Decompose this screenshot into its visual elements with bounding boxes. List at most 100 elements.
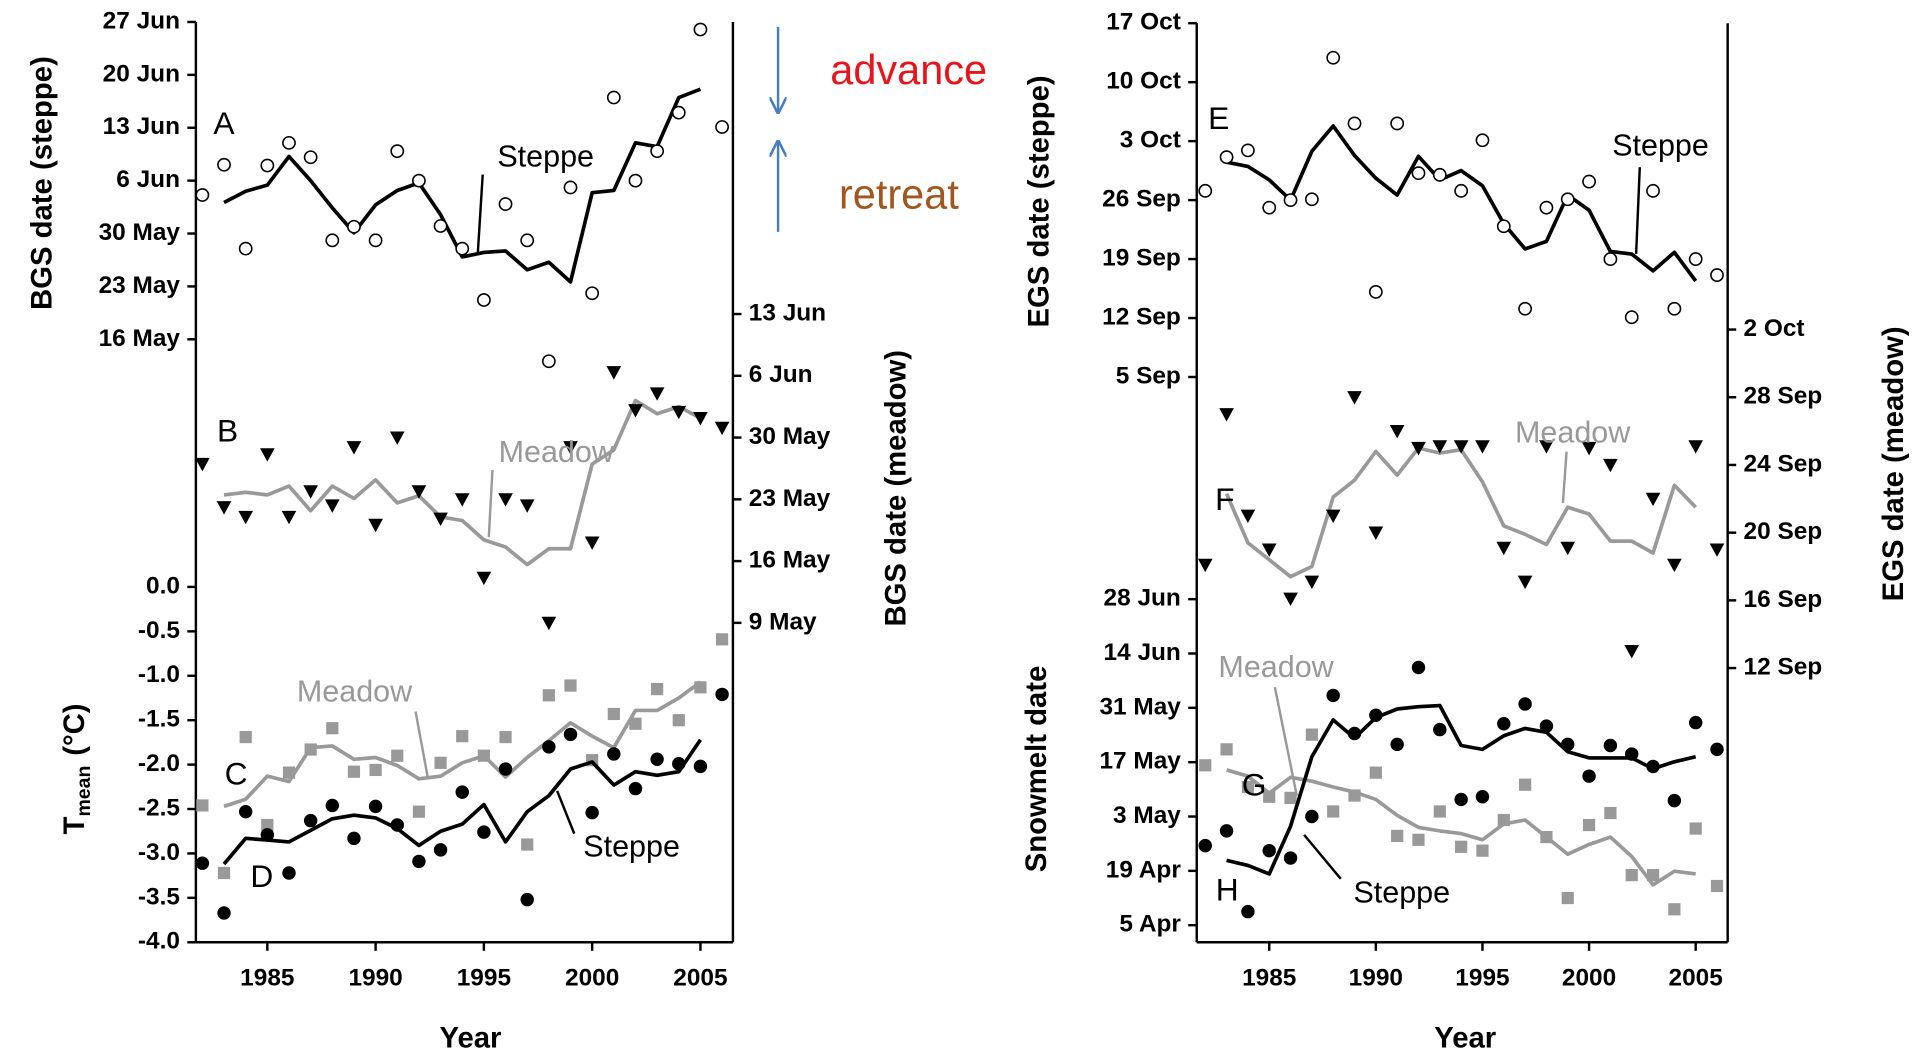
data-point <box>412 173 426 188</box>
series-line <box>1226 124 1698 283</box>
data-point <box>541 354 556 369</box>
data-point <box>325 233 340 248</box>
data-point <box>1261 543 1277 557</box>
data-point <box>715 687 729 702</box>
data-point <box>476 571 492 586</box>
data-point <box>195 856 210 870</box>
data-point <box>1475 133 1490 148</box>
data-point <box>628 781 643 796</box>
series-callout: Steppe <box>497 140 594 174</box>
data-point <box>260 828 275 842</box>
callout-leader <box>556 790 576 835</box>
data-point <box>1603 252 1618 266</box>
data-point <box>411 485 427 499</box>
data-point <box>563 441 578 455</box>
y-tick-label: 13 Jun <box>749 299 826 326</box>
data-point <box>1517 575 1533 590</box>
data-point <box>1539 440 1554 454</box>
data-point <box>238 241 253 256</box>
data-point <box>1497 717 1511 731</box>
callout-leader <box>487 469 494 538</box>
data-point <box>1646 759 1660 774</box>
series-callout: Steppe <box>1353 876 1450 910</box>
data-point <box>1582 818 1596 832</box>
data-point <box>1667 793 1682 808</box>
data-point <box>1433 722 1447 737</box>
data-point <box>1453 440 1469 454</box>
data-point <box>1304 192 1319 207</box>
data-point <box>1496 541 1512 556</box>
y-tick-label: 0.0 <box>146 572 180 599</box>
data-point <box>1667 301 1682 316</box>
panel-letter: A <box>213 105 235 141</box>
data-point <box>1454 183 1469 198</box>
callout-leader <box>1634 167 1642 254</box>
data-point <box>454 493 470 507</box>
series-callout: Meadow <box>499 435 615 469</box>
data-point <box>672 714 685 727</box>
data-point <box>1688 440 1704 454</box>
data-point <box>649 387 665 401</box>
data-point <box>693 759 708 774</box>
x-tick-label: 2005 <box>673 964 727 991</box>
y-tick-label: 3 Oct <box>1120 127 1181 154</box>
y-tick-label: -1.0 <box>138 661 180 688</box>
data-point <box>1325 509 1341 524</box>
data-point <box>434 756 447 769</box>
data-point <box>628 404 643 418</box>
y-tick-label: 24 Sep <box>1744 450 1823 477</box>
data-point <box>1263 790 1276 803</box>
series-callout: Steppe <box>583 829 680 863</box>
y-axis-title-sub: mean <box>73 766 95 817</box>
data-point <box>1604 806 1617 820</box>
data-point <box>282 766 296 779</box>
y-tick-label: 16 May <box>99 325 181 352</box>
data-point <box>1262 843 1276 858</box>
data-point <box>390 144 405 159</box>
series-line <box>222 738 702 866</box>
data-point <box>1646 869 1660 882</box>
panel-letter: E <box>1208 100 1229 136</box>
data-point <box>261 818 274 832</box>
series-line <box>223 398 702 567</box>
data-point <box>282 866 296 880</box>
data-point <box>1348 789 1361 802</box>
data-point <box>498 762 513 776</box>
data-point <box>217 906 231 920</box>
data-point <box>715 633 729 646</box>
data-point <box>1624 645 1640 659</box>
data-point <box>607 747 621 761</box>
data-point <box>1284 791 1297 804</box>
data-point <box>671 405 687 420</box>
data-point <box>1326 688 1340 703</box>
chart-panel: 1985 1990 1995 2000 2005 Year 17 Oct 10 Oct 3 Oc… <box>1020 9 1910 1055</box>
data-point <box>1347 116 1362 131</box>
data-point <box>606 90 621 105</box>
y-tick-label: 20 Jun <box>103 60 180 87</box>
data-point <box>1391 829 1404 843</box>
y-axis-title: BGS date (meadow) <box>879 350 912 627</box>
data-point <box>498 493 513 507</box>
data-point <box>412 854 426 869</box>
annotation: advance <box>830 46 987 93</box>
y-axis-title-text: EGS date (meadow) <box>1877 326 1910 601</box>
data-point <box>303 813 318 828</box>
data-point <box>391 749 404 762</box>
data-point <box>1455 840 1468 853</box>
data-point <box>1197 558 1213 573</box>
data-point <box>1411 441 1426 456</box>
data-point <box>564 679 577 692</box>
data-point <box>1646 183 1660 198</box>
data-point <box>1582 769 1596 783</box>
y-tick-label: 19 Sep <box>1102 245 1181 272</box>
y-tick-label: 31 May <box>1099 693 1181 720</box>
y-tick-label: 26 Sep <box>1102 186 1181 213</box>
data-point <box>1412 833 1425 846</box>
y-axis-title: EGS date (steppe) <box>1022 75 1055 327</box>
data-point <box>1603 738 1618 753</box>
y-axis-title: BGS date (steppe) <box>25 56 58 310</box>
data-point <box>542 689 555 702</box>
y-tick-label: -2.0 <box>138 750 180 777</box>
data-point <box>563 727 578 742</box>
